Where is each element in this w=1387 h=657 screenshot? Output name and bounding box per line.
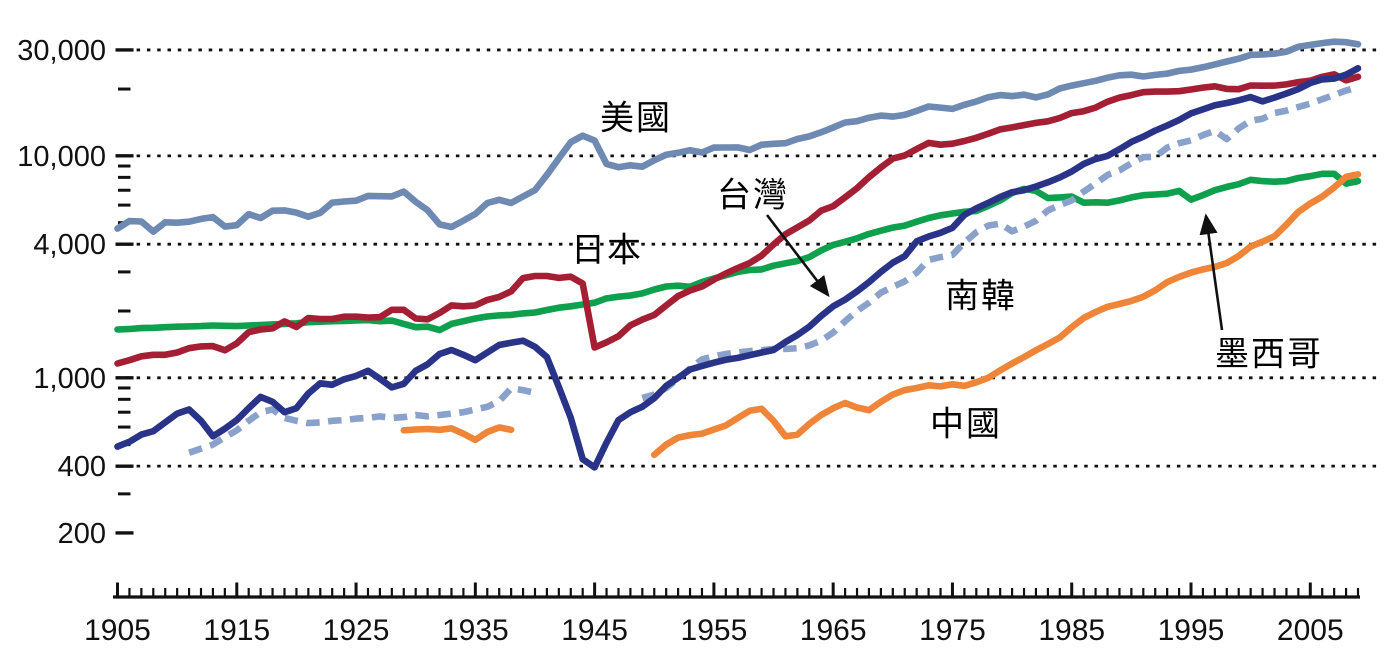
x-tick-label-1995: 1995	[1158, 614, 1225, 647]
x-axis: 1905 1915 1925 1935 1945 1955 1965 1975 1985 1995…	[84, 582, 1360, 647]
series-line-south-korea-seg1	[188, 385, 536, 456]
series-lines	[114, 38, 1362, 471]
y-gridlines	[116, 48, 1378, 468]
series-line-japan	[114, 71, 1362, 367]
x-tick-label-1905: 1905	[84, 614, 151, 647]
y-tick-label-400: 400	[58, 451, 106, 483]
series-line-mexico	[114, 170, 1362, 334]
x-tick-label-1915: 1915	[203, 614, 270, 647]
x-tick-label-1965: 1965	[800, 614, 867, 647]
annotation-arrows	[765, 213, 1224, 331]
y-tick-label-10000: 10,000	[17, 141, 106, 173]
x-tick-label-1955: 1955	[681, 614, 748, 647]
y-tick-label-30000: 30,000	[17, 35, 106, 67]
series-line-taiwan	[114, 65, 1362, 471]
x-tick-label-1985: 1985	[1038, 614, 1105, 647]
series-line-china-seg2	[651, 171, 1362, 459]
y-tick-label-200: 200	[58, 518, 106, 550]
y-axis: 30,000 10,000 4,000 1,000 400 200	[17, 35, 134, 550]
x-tick-label-1945: 1945	[561, 614, 628, 647]
x-tick-label-2005: 2005	[1277, 614, 1344, 647]
y-tick-label-4000: 4,000	[33, 229, 106, 261]
mexico-arrow	[1199, 213, 1224, 331]
taiwan-arrow	[765, 214, 830, 298]
series-line-china-seg1	[400, 424, 515, 444]
y-tick-label-1000: 1,000	[33, 363, 106, 395]
series-line-usa	[114, 38, 1362, 235]
series-line-south-korea-seg2	[641, 83, 1359, 402]
x-tick-label-1925: 1925	[323, 614, 390, 647]
x-tick-label-1935: 1935	[442, 614, 509, 647]
x-tick-label-1975: 1975	[919, 614, 986, 647]
